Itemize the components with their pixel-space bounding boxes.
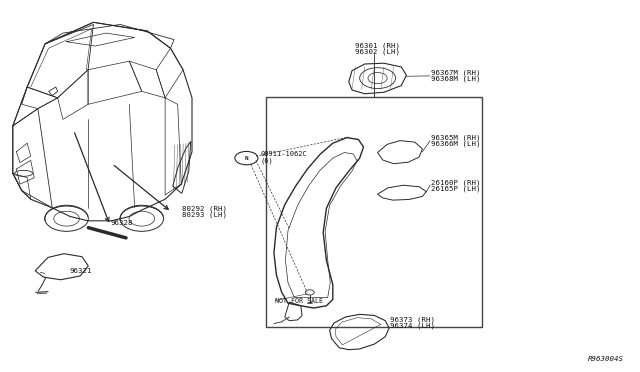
Text: (6): (6)	[260, 157, 273, 164]
Text: 96368M (LH): 96368M (LH)	[431, 76, 481, 82]
Text: 96365M (RH): 96365M (RH)	[431, 134, 481, 141]
Text: 96367M (RH): 96367M (RH)	[431, 70, 481, 76]
Text: 96301 (RH): 96301 (RH)	[355, 42, 400, 49]
Text: 80293 (LH): 80293 (LH)	[182, 211, 227, 218]
Text: 96374 (LH): 96374 (LH)	[390, 323, 435, 329]
Text: NOT FOR SALE: NOT FOR SALE	[275, 298, 323, 304]
Text: R963004S: R963004S	[588, 356, 624, 362]
Text: 08911-1062C: 08911-1062C	[260, 151, 307, 157]
Text: 26160P (RH): 26160P (RH)	[431, 180, 481, 186]
Text: 26165P (LH): 26165P (LH)	[431, 186, 481, 192]
Text: 96302 (LH): 96302 (LH)	[355, 48, 400, 55]
Text: 96366M (LH): 96366M (LH)	[431, 140, 481, 147]
Text: N: N	[244, 155, 248, 161]
Text: 96373 (RH): 96373 (RH)	[390, 317, 435, 323]
Text: 96321: 96321	[69, 268, 92, 274]
Text: 96328: 96328	[110, 220, 132, 226]
Text: 80292 (RH): 80292 (RH)	[182, 206, 227, 212]
Bar	[266, 97, 482, 327]
